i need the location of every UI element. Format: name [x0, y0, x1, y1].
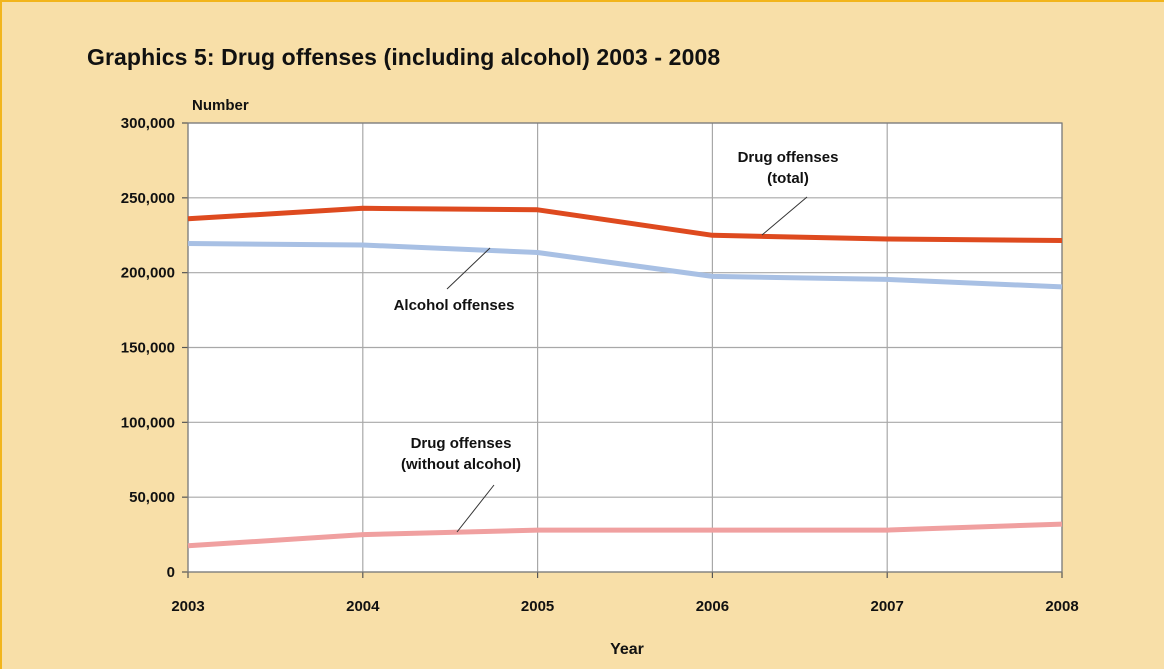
- labels: 0 50,000 100,000 150,000 200,000 250,000 300,0…: [121, 115, 1079, 615]
- leader-line-drug-total: [761, 196, 808, 236]
- y-tick-label: 200,000: [121, 265, 175, 282]
- series-line-drug-without-alcohol: [187, 521, 1063, 549]
- x-tick-label: 2007: [871, 598, 904, 615]
- annotation-alcohol: Alcohol offenses: [394, 297, 515, 314]
- annotation-drug-total: (total): [767, 170, 809, 187]
- leader-line-alcohol: [446, 247, 491, 290]
- y-tick-label: 150,000: [121, 340, 175, 357]
- x-axis-title: Year: [610, 641, 644, 658]
- plot-border: [187, 122, 1063, 573]
- chart-title: Graphics 5: Drug offenses (including alc…: [87, 44, 721, 70]
- series-line-drug-total: [187, 205, 1063, 243]
- y-axis-title: Number: [192, 97, 249, 114]
- series-layer: [187, 205, 1063, 549]
- annotation-drug-without-alcohol: (without alcohol): [401, 456, 521, 473]
- x-tick-label: 2005: [521, 598, 554, 615]
- grid: [182, 122, 1063, 578]
- annotation-drug-without-alcohol: Drug offenses: [411, 435, 512, 452]
- x-tick-label: 2004: [346, 598, 380, 615]
- x-tick-label: 2008: [1045, 598, 1078, 615]
- annotation-leaders: [446, 196, 808, 533]
- y-tick-label: 100,000: [121, 414, 175, 431]
- leader-line-drug-without-alcohol: [456, 484, 495, 533]
- y-tick-label: 50,000: [129, 489, 175, 506]
- y-tick-label: 300,000: [121, 115, 175, 132]
- x-tick-label: 2003: [171, 598, 204, 615]
- series-line-alcohol: [187, 241, 1063, 290]
- annotation-drug-total: Drug offenses: [738, 149, 839, 166]
- y-tick-label: 250,000: [121, 190, 175, 207]
- x-tick-label: 2006: [696, 598, 729, 615]
- y-tick-label: 0: [167, 564, 175, 581]
